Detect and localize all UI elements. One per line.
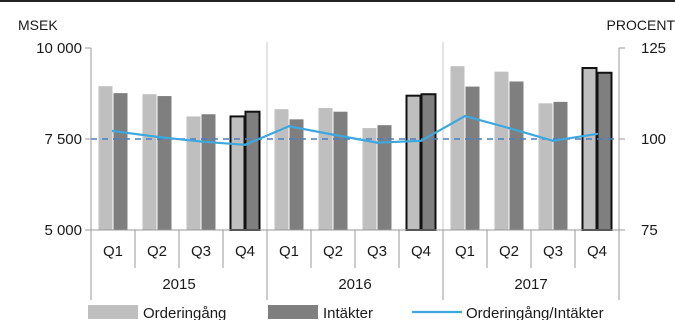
bar-orderingang [318, 108, 333, 230]
category-label: Q1 [279, 243, 299, 260]
ratio-line [112, 114, 598, 146]
legend-swatch-orderingang [88, 305, 138, 319]
category-label: Q2 [499, 243, 519, 260]
year-label: 2016 [338, 276, 371, 293]
ratio-point [507, 126, 511, 130]
right-axis-label: PROCENT [607, 17, 675, 33]
category-label: Q4 [235, 243, 255, 260]
bar-orderingang [362, 128, 377, 230]
legend-label-ratio: Orderingång/Intäkter [466, 305, 604, 320]
ratio-point [463, 114, 467, 118]
ratio-point [331, 133, 335, 136]
left-tick-label: 7 500 [44, 131, 82, 148]
bar-intakter [553, 101, 568, 230]
ratio-point [199, 140, 203, 143]
right-tick-label: 75 [641, 222, 658, 239]
top-rule [0, 0, 675, 2]
bar-intakter [333, 111, 348, 230]
ratio-point [155, 135, 159, 139]
left-tick-label: 10 000 [36, 40, 82, 57]
bar-intakter [420, 93, 437, 231]
legend-label-intakter: Intäkter [323, 305, 373, 320]
bar-orderingang [581, 67, 598, 231]
year-label: 2017 [514, 276, 547, 293]
ratio-point [287, 125, 291, 128]
bar-orderingang [142, 94, 157, 230]
bar-orderingang [229, 115, 246, 231]
right-tick-label: 100 [641, 131, 666, 148]
bar-intakter [596, 71, 613, 231]
legend-label-orderingang: Orderingång [143, 305, 226, 320]
category-label: Q3 [367, 243, 387, 260]
ratio-point [551, 139, 555, 143]
category-label: Q4 [411, 243, 431, 260]
bar-orderingang [450, 66, 465, 230]
left-tick-label: 5 000 [44, 222, 82, 239]
bar-orderingang [494, 71, 509, 230]
bar-orderingang [98, 86, 113, 230]
left-axis-label: MSEK [18, 17, 58, 33]
ratio-point [243, 143, 247, 147]
category-label: Q3 [543, 243, 563, 260]
ratio-point [375, 141, 379, 144]
legend-swatch-intakter [268, 305, 318, 319]
bar-intakter [113, 93, 128, 230]
right-tick-label: 125 [641, 40, 666, 57]
bar-orderingang [405, 94, 422, 231]
category-label: Q2 [323, 243, 343, 260]
year-label: 2015 [162, 276, 195, 293]
bar-intakter [289, 119, 304, 230]
category-label: Q1 [455, 243, 475, 260]
category-label: Q1 [103, 243, 123, 260]
bar-intakter [157, 96, 172, 230]
bar-intakter [201, 114, 216, 230]
bar-orderingang [538, 103, 553, 230]
ratio-point [595, 132, 599, 136]
category-label: Q4 [587, 243, 607, 260]
bar-intakter [377, 125, 392, 230]
ratio-point [111, 129, 115, 133]
ratio-point [419, 139, 423, 143]
category-label: Q2 [147, 243, 167, 260]
bar-intakter [244, 110, 261, 231]
bar-intakter [509, 81, 524, 230]
bar-orderingang [186, 116, 201, 230]
category-label: Q3 [191, 243, 211, 260]
bar-intakter [465, 86, 480, 230]
